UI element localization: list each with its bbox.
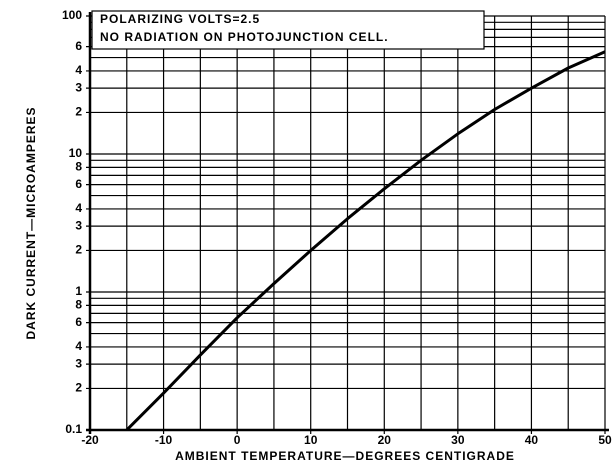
y-tick-label: 8 (75, 298, 82, 312)
x-tick-label: 50 (598, 433, 612, 447)
y-tick-label: 8 (75, 160, 82, 174)
x-tick-label: 0 (234, 433, 241, 447)
y-tick-label: 4 (75, 339, 82, 353)
y-tick-label: 100 (62, 8, 82, 22)
x-axis-label: AMBIENT TEMPERATURE—DEGREES CENTIGRADE (175, 449, 515, 463)
y-tick-label: 2 (75, 381, 82, 395)
x-tick-label: 40 (525, 433, 539, 447)
y-tick-label: 4 (75, 201, 82, 215)
y-axis-label: DARK CURRENT—MICROAMPERES (24, 106, 38, 339)
y-tick-label: 6 (75, 315, 82, 329)
y-tick-label: 3 (75, 356, 82, 370)
data-line (125, 50, 606, 432)
y-tick-label: 2 (75, 243, 82, 257)
annotation: NO RADIATION ON PHOTOJUNCTION CELL. (100, 30, 389, 44)
y-tick-label: 3 (75, 80, 82, 94)
y-tick-label: 2 (75, 105, 82, 119)
y-tick-label: 0.1 (65, 422, 82, 436)
y-tick-label: 3 (75, 218, 82, 232)
x-tick-label: 20 (378, 433, 392, 447)
x-tick-label: 30 (451, 433, 465, 447)
y-tick-label: 6 (75, 177, 82, 191)
y-tick-label: 4 (75, 63, 82, 77)
y-tick-label: 6 (75, 39, 82, 53)
x-tick-label: -20 (81, 433, 99, 447)
x-tick-label: 10 (304, 433, 318, 447)
x-tick-label: -10 (155, 433, 173, 447)
y-tick-label: 10 (69, 146, 83, 160)
y-tick-label: 1 (75, 284, 82, 298)
annotation-box (91, 10, 485, 50)
annotation: POLARIZING VOLTS=2.5 (100, 12, 260, 26)
